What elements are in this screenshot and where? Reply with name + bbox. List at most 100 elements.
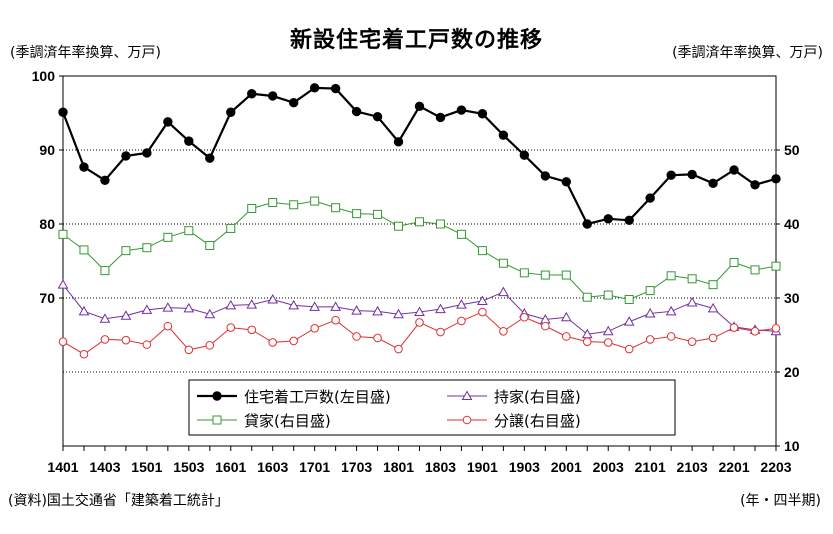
series-3-point — [457, 316, 466, 326]
series-2-point — [456, 229, 466, 239]
series-3-point — [582, 337, 592, 346]
series-3-point — [163, 321, 173, 331]
source-note: (資料)国土交通省「建築着工統計」 — [8, 493, 229, 509]
series-2-point — [519, 268, 529, 278]
series-3-point — [352, 332, 361, 341]
series-2-point — [289, 200, 299, 210]
series-1-point — [707, 302, 719, 313]
series-0-point — [603, 214, 613, 224]
series-3-point — [436, 327, 445, 337]
series-1-point — [393, 308, 404, 319]
series-0-point — [540, 171, 551, 181]
series-2-point — [121, 246, 131, 256]
x-axis-tick-label: 1801 — [383, 459, 414, 475]
series-3-point — [478, 307, 487, 317]
x-axis-tick-label: 2101 — [635, 459, 666, 475]
series-0-point — [372, 112, 383, 122]
series-1-point — [372, 305, 383, 316]
series-3-point — [541, 321, 550, 331]
series-0-point — [163, 117, 173, 127]
series-3-point — [415, 318, 424, 327]
series-3-point — [373, 333, 382, 343]
series-1-point — [162, 302, 174, 312]
series-2-point — [750, 265, 760, 275]
x-axis-tick-label: 1603 — [257, 459, 288, 475]
series-2-point — [624, 294, 634, 304]
series-3-point — [331, 315, 340, 325]
series-3-point — [624, 344, 634, 354]
series-0-point — [729, 165, 739, 175]
x-axis-tick-label: 1703 — [341, 459, 372, 475]
legend-label: 住宅着工戸数(左目盛) — [244, 388, 391, 406]
series-0-point — [687, 169, 697, 180]
x-axis-tick-label: 1403 — [89, 459, 120, 475]
series-2-point — [477, 246, 487, 256]
series-2-point — [561, 270, 571, 280]
left-axis-tick-label: 70 — [39, 290, 55, 306]
series-1-point — [602, 325, 614, 336]
series-2-point — [373, 209, 383, 219]
series-3-point — [708, 333, 718, 343]
series-3-point — [268, 338, 278, 347]
series-2-point — [184, 226, 194, 236]
series-0-point — [582, 219, 592, 229]
left-axis-tick-label: 80 — [39, 216, 55, 232]
series-0-point — [477, 109, 488, 119]
right-axis-tick-label: 40 — [784, 216, 800, 232]
right-axis-tick-label: 30 — [784, 290, 800, 306]
x-axis-tick-label: 1903 — [509, 459, 540, 475]
series-0-point — [561, 177, 571, 187]
series-2-point — [708, 280, 718, 290]
series-1-point — [665, 305, 677, 316]
series-3-point — [79, 349, 89, 359]
legend-swatch-marker — [212, 391, 222, 401]
series-0-point — [645, 193, 655, 203]
x-axis-tick-label: 2201 — [718, 459, 749, 475]
right-axis-tick-label: 50 — [784, 142, 800, 158]
series-2-point — [247, 203, 257, 213]
series-0-point — [247, 89, 257, 99]
series-3-point — [205, 341, 215, 350]
series-0-point — [351, 106, 362, 117]
series-0-point — [100, 175, 110, 186]
series-2-point — [163, 232, 173, 242]
x-axis-tick-label: 2003 — [593, 459, 624, 475]
series-1-point — [560, 311, 572, 322]
series-1-point — [225, 299, 237, 310]
series-1-point — [351, 305, 362, 315]
chart-title: 新設住宅着工戸数の推移 — [289, 28, 543, 53]
series-3-point — [603, 338, 613, 347]
series-2-point — [394, 221, 404, 231]
x-axis-tick-label: 2203 — [760, 459, 791, 475]
left-axis-tick-label: 90 — [39, 142, 55, 158]
series-0-point — [184, 136, 194, 146]
series-3-point — [142, 340, 152, 349]
series-3-point — [394, 344, 403, 354]
series-0-point — [393, 137, 404, 147]
series-0-point — [414, 101, 425, 112]
series-1-point — [183, 302, 195, 313]
series-1-point — [435, 303, 446, 314]
series-0-point — [309, 83, 320, 93]
series-3-point — [561, 332, 571, 341]
series-0-point — [58, 107, 68, 117]
series-1-point — [686, 296, 698, 307]
series-1-point — [623, 316, 635, 326]
series-3-point — [499, 327, 508, 336]
x-axis-tick-label: 1701 — [299, 459, 330, 475]
series-3-point — [184, 345, 194, 355]
x-axis-tick-label: 1401 — [47, 459, 78, 475]
series-1-point — [477, 295, 488, 305]
series-0-point — [142, 148, 152, 158]
series-0-point — [750, 180, 760, 190]
series-1-point — [456, 299, 467, 309]
series-2-point — [352, 209, 362, 219]
series-3-point — [687, 337, 697, 346]
legend-label: 持家(右目盛) — [494, 388, 581, 406]
series-0-point — [666, 170, 676, 180]
x-axis-tick-label: 1601 — [215, 459, 246, 475]
series-1-point — [288, 299, 300, 310]
legend-swatch-marker — [212, 415, 222, 425]
series-0-point — [205, 153, 215, 163]
